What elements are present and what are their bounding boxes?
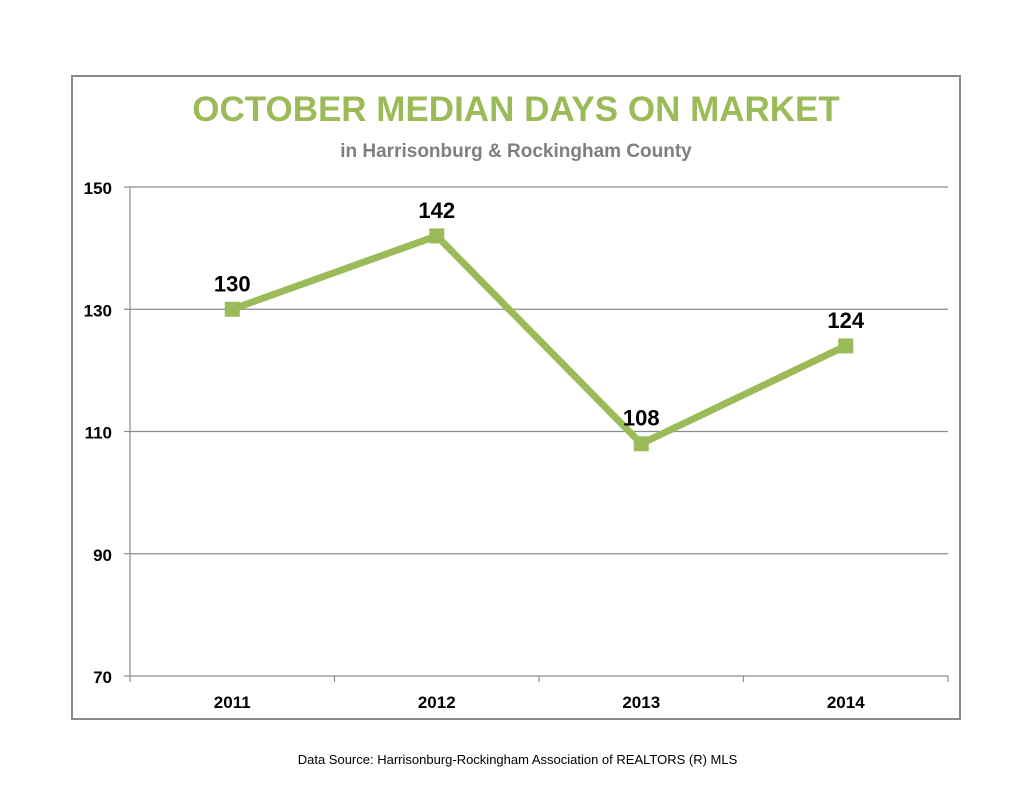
x-tick-label: 2014 — [827, 693, 865, 712]
data-point — [633, 436, 649, 452]
data-source-note: Data Source: Harrisonburg-Rockingham Ass… — [297, 752, 738, 767]
data-point — [429, 228, 445, 244]
data-label: 108 — [623, 406, 660, 431]
series-line — [228, 232, 850, 448]
y-tick-label: 130 — [84, 301, 112, 320]
data-point — [224, 301, 240, 317]
x-tick-label: 2013 — [622, 693, 660, 712]
y-tick-label: 90 — [93, 546, 112, 565]
y-tick-label: 110 — [85, 424, 112, 443]
x-tick-label: 2012 — [418, 693, 456, 712]
data-label: 142 — [418, 198, 455, 223]
chart-frame — [71, 75, 961, 720]
data-label: 130 — [214, 271, 251, 296]
y-tick-label: 70 — [93, 668, 112, 687]
chart-title: OCTOBER MEDIAN DAYS ON MARKET — [192, 90, 840, 129]
data-label: 124 — [827, 308, 864, 333]
chart-subtitle: in Harrisonburg & Rockingham County — [340, 141, 692, 162]
x-tick-label: 2011 — [214, 693, 251, 712]
y-tick-label: 150 — [84, 179, 112, 198]
data-point — [838, 338, 854, 354]
